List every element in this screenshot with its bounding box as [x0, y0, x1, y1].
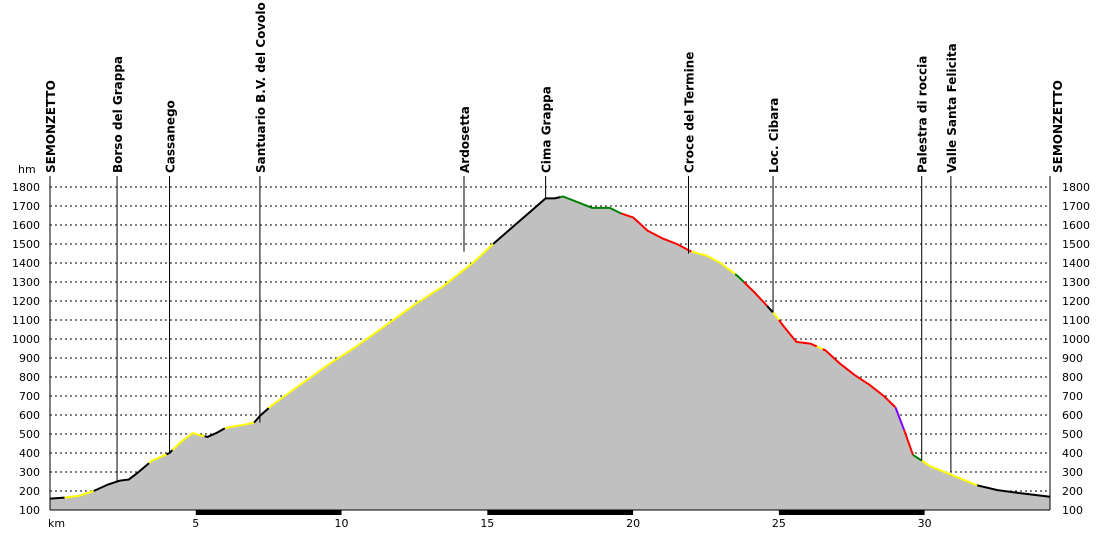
track-segment	[912, 454, 923, 462]
waypoint-label: Croce del Termine	[682, 52, 696, 173]
waypoint-labels: SEMONZETTO Borso del Grappa Cassanego Santu…	[44, 2, 1065, 173]
waypoint-label: Santuario B.V. del Covolo	[254, 2, 268, 173]
y-tick-label: 100	[1062, 504, 1083, 517]
y-tick-label: 1400	[12, 257, 40, 270]
track-segment	[976, 484, 1051, 498]
x-tick-label: 10	[335, 517, 349, 530]
track-segment	[691, 250, 736, 275]
y-tick-labels-right: 100 200 300 400 500 600 700 800 900 1000 1100 1200 1…	[1062, 181, 1090, 517]
y-tick-labels-left: 100 200 300 400 500 600 700 800 900 1000 1100 1200 1…	[12, 181, 40, 517]
track-segment	[49, 496, 65, 500]
km-bar-segment	[487, 510, 634, 515]
waypoint-label: Borso del Grappa	[111, 56, 125, 173]
track-segment	[743, 281, 768, 307]
x-tick-label: 30	[918, 517, 932, 530]
waypoint-label: SEMONZETTO	[1051, 80, 1065, 173]
y-tick-label: 1000	[1062, 333, 1090, 346]
track-segment	[822, 348, 897, 409]
y-tick-label: 800	[1062, 371, 1083, 384]
track-segment	[148, 453, 167, 464]
y-tick-label: 1800	[12, 181, 40, 194]
y-tick-label: 1600	[12, 219, 40, 232]
y-tick-label: 600	[19, 409, 40, 422]
track-segment	[224, 421, 255, 430]
y-tick-label: 700	[19, 390, 40, 403]
waypoint-label: Ardosetta	[458, 106, 472, 173]
y-tick-label: 400	[1062, 447, 1083, 460]
y-tick-label: 1500	[12, 238, 40, 251]
waypoint-label: Valle Santa Felicita	[945, 43, 959, 173]
x-tick-labels: 5 10 15 20 25 30	[192, 517, 931, 530]
y-tick-label: 900	[19, 352, 40, 365]
y-tick-label: 700	[1062, 390, 1083, 403]
x-tick-label: 15	[480, 517, 494, 530]
y-axis-label: hm	[18, 163, 36, 176]
y-tick-label: 900	[1062, 352, 1083, 365]
y-tick-label: 1100	[12, 314, 40, 327]
y-tick-label: 800	[19, 371, 40, 384]
y-tick-label: 400	[19, 447, 40, 460]
waypoint-label: Loc. Cibara	[767, 98, 781, 173]
y-tick-label: 1000	[12, 333, 40, 346]
y-tick-label: 1700	[1062, 200, 1090, 213]
y-tick-label: 1200	[12, 295, 40, 308]
km-bar-segment	[195, 510, 342, 515]
y-tick-label: 500	[1062, 428, 1083, 441]
track-segment	[772, 311, 780, 321]
x-tick-label: 20	[626, 517, 640, 530]
elevation-area	[50, 196, 1050, 510]
track-segment	[559, 195, 622, 215]
track-segment	[816, 345, 824, 351]
track-segment	[621, 212, 692, 253]
y-tick-label: 1200	[1062, 295, 1090, 308]
track-segment	[766, 305, 774, 314]
track-segment	[903, 429, 914, 456]
track-segment	[921, 459, 978, 487]
track-segment	[492, 196, 561, 245]
y-tick-label: 300	[19, 466, 40, 479]
y-tick-label: 600	[1062, 409, 1083, 422]
y-tick-label: 1300	[12, 276, 40, 289]
track-segment	[171, 432, 205, 451]
track-line	[49, 195, 1051, 500]
y-tick-label: 1100	[1062, 314, 1090, 327]
waypoint-label: Palestra di roccia	[916, 56, 930, 173]
y-tick-label: 200	[1062, 485, 1083, 498]
y-tick-label: 1800	[1062, 181, 1090, 194]
track-segment	[268, 243, 494, 409]
track-segment	[93, 462, 150, 492]
waypoint-label: Cassanego	[164, 100, 178, 173]
track-segment	[778, 319, 818, 348]
waypoint-label: SEMONZETTO	[44, 80, 58, 173]
track-segment	[734, 273, 745, 283]
track-segment	[204, 427, 226, 438]
km-bar-segment	[778, 510, 925, 515]
y-tick-label: 1400	[1062, 257, 1090, 270]
y-tick-label: 500	[19, 428, 40, 441]
x-axis-label: km	[48, 517, 65, 530]
x-tick-label: 5	[192, 517, 199, 530]
y-tick-label: 1500	[1062, 238, 1090, 251]
km-scale-bar	[195, 510, 925, 515]
track-segment	[894, 407, 906, 431]
track-segment	[64, 490, 95, 499]
y-tick-label: 1600	[1062, 219, 1090, 232]
waypoint-label: Cima Grappa	[540, 86, 554, 173]
y-tick-label: 1700	[12, 200, 40, 213]
y-tick-label: 300	[1062, 466, 1083, 479]
x-tick-label: 25	[772, 517, 786, 530]
y-tick-label: 100	[19, 504, 40, 517]
y-tick-label: 200	[19, 485, 40, 498]
y-tick-label: 1300	[1062, 276, 1090, 289]
